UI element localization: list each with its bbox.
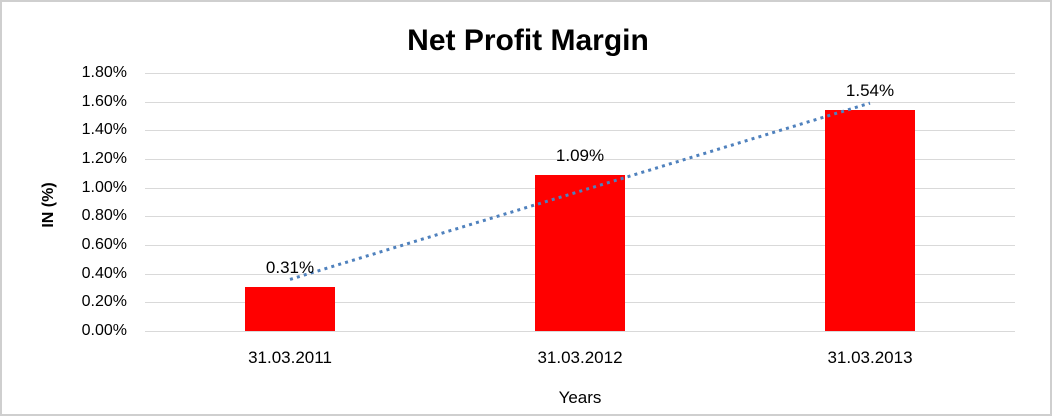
- bar-value-label: 0.31%: [265, 258, 315, 277]
- bar: [245, 287, 335, 331]
- plot-area: 0.31% 1.09% 1.54%: [145, 73, 1015, 332]
- x-category-label: 31.03.2013: [827, 348, 913, 367]
- bar-value-label: 1.09%: [555, 146, 605, 165]
- y-tick-label: 0.80%: [81, 207, 127, 225]
- x-category-label: 31.03.2011: [248, 348, 332, 367]
- trendline-dots: [289, 101, 871, 281]
- chart-title: Net Profit Margin: [407, 24, 649, 57]
- gridline: [145, 159, 1015, 160]
- x-category-label: 31.03.2012: [537, 348, 623, 367]
- x-axis-title: Years: [558, 388, 602, 407]
- bar: [825, 110, 915, 331]
- y-tick-label: 1.20%: [81, 150, 127, 167]
- gridline: [145, 130, 1015, 131]
- gridline: [145, 102, 1015, 103]
- y-tick-label: 0.00%: [81, 322, 127, 339]
- y-tick-label: 1.00%: [81, 178, 127, 196]
- gridline: [145, 73, 1015, 74]
- bar-value-label: 1.54%: [845, 81, 895, 100]
- y-tick-label: 1.80%: [81, 64, 127, 81]
- y-tick-label: 1.40%: [81, 121, 127, 139]
- y-tick-label: 1.60%: [81, 92, 127, 110]
- y-tick-label: 0.60%: [81, 236, 127, 253]
- y-tick-label: 0.40%: [81, 264, 127, 282]
- y-tick-label: 0.20%: [81, 293, 127, 311]
- gridline: [145, 331, 1015, 332]
- bar: [535, 175, 625, 331]
